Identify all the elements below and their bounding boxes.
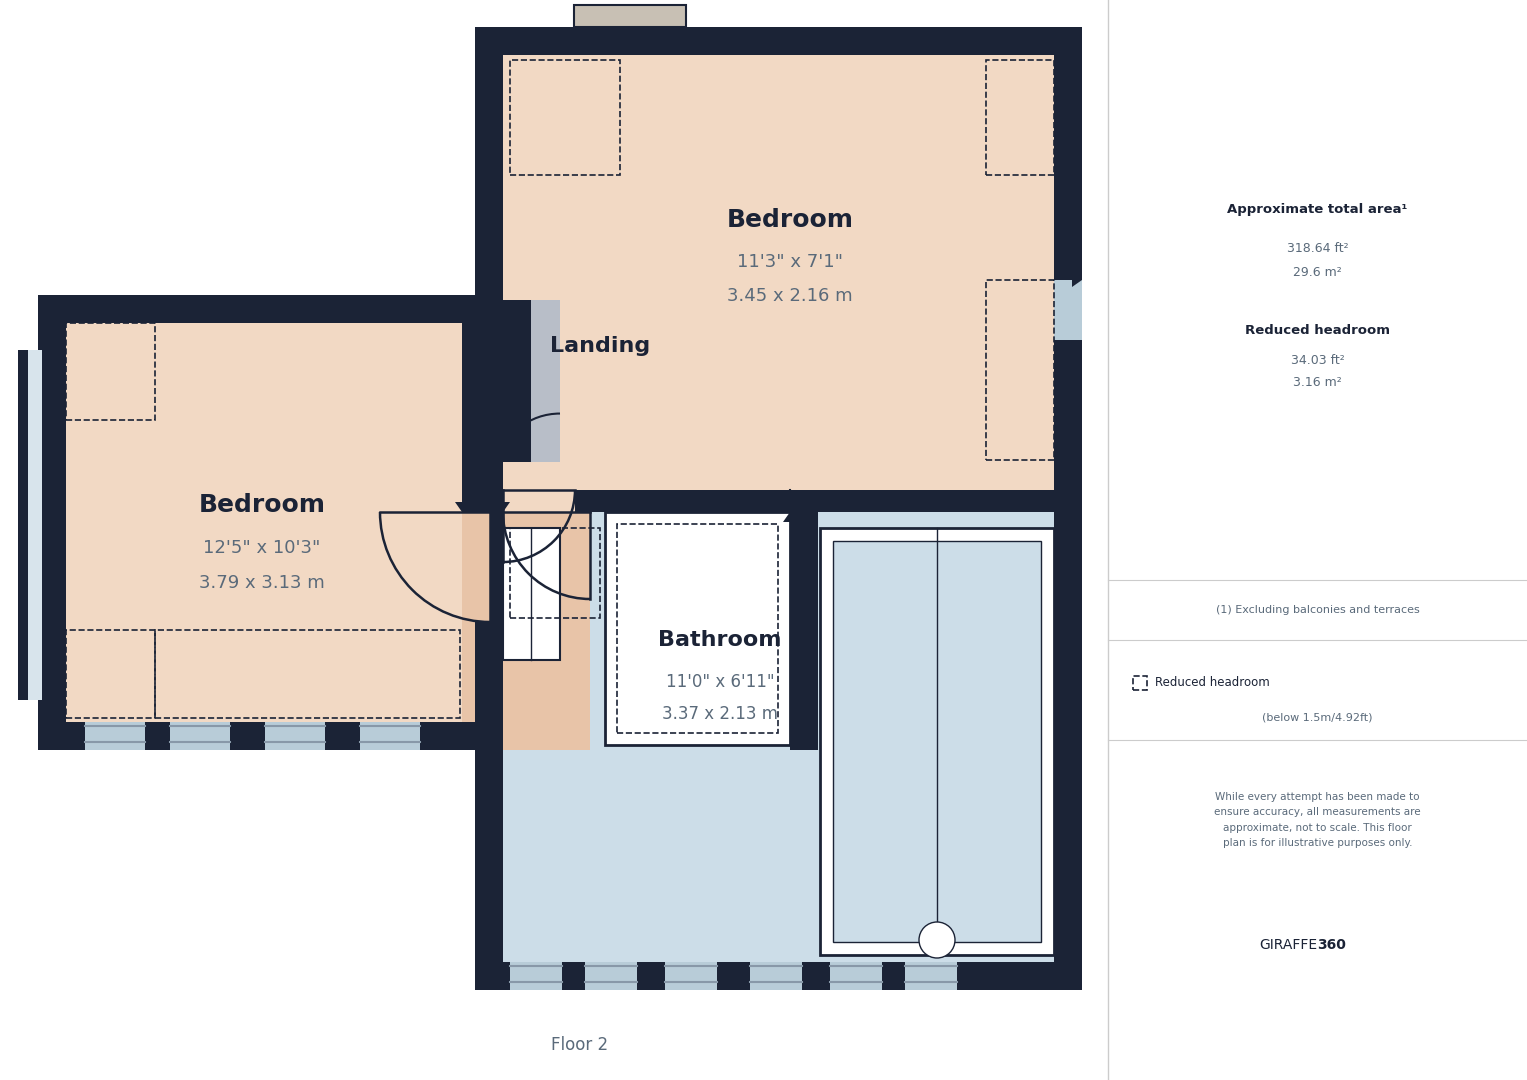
Bar (574, 5, 686, 27)
Polygon shape (238, 295, 252, 305)
Bar (502, 528, 560, 660)
Text: While every attempt has been made to
ensure accuracy, all measurements are
appro: While every attempt has been made to ens… (1214, 792, 1420, 849)
Bar (664, 962, 718, 990)
Bar (1133, 676, 1147, 690)
Bar (66, 630, 156, 718)
Bar (510, 962, 562, 990)
Text: 34.03 ft²: 34.03 ft² (1290, 353, 1344, 366)
Text: Bedroom: Bedroom (727, 208, 854, 232)
Bar (986, 280, 1054, 460)
Bar (986, 60, 1054, 175)
Bar (789, 490, 818, 750)
Bar (574, 5, 686, 27)
Text: 29.6 m²: 29.6 m² (1293, 266, 1342, 279)
Bar (617, 524, 777, 733)
Text: 3.79 x 3.13 m: 3.79 x 3.13 m (199, 573, 325, 592)
Text: Floor 2: Floor 2 (551, 1036, 609, 1054)
Bar (605, 512, 789, 745)
Bar (502, 490, 576, 512)
Text: Reduced headroom: Reduced headroom (1154, 676, 1270, 689)
Bar (789, 490, 1083, 512)
Bar (475, 512, 1083, 990)
Text: 11'0" x 6'11": 11'0" x 6'11" (666, 673, 774, 691)
Bar (475, 27, 1083, 490)
Bar (38, 295, 490, 750)
Bar (43, 350, 50, 700)
Bar (27, 350, 43, 700)
Text: (below 1.5m/4.92ft): (below 1.5m/4.92ft) (1263, 713, 1373, 723)
Text: (1) Excluding balconies and terraces: (1) Excluding balconies and terraces (1215, 605, 1420, 615)
Polygon shape (1072, 273, 1083, 287)
Bar (463, 512, 490, 622)
Text: Bathroom: Bathroom (658, 630, 782, 650)
Circle shape (919, 922, 954, 958)
Bar (502, 512, 589, 750)
Bar (906, 962, 957, 990)
Bar (831, 962, 883, 990)
Bar (18, 350, 27, 700)
Bar (502, 27, 582, 55)
Bar (820, 528, 1054, 955)
Bar (463, 295, 490, 490)
Bar (510, 60, 620, 175)
Bar (475, 27, 1083, 55)
Bar (1054, 27, 1083, 990)
Bar (266, 723, 325, 750)
Polygon shape (463, 490, 789, 750)
Text: 3.16 m²: 3.16 m² (1293, 377, 1342, 390)
Bar (475, 962, 1083, 990)
Bar (502, 300, 531, 462)
Text: Landing: Landing (550, 336, 651, 356)
Bar (38, 295, 490, 323)
Bar (156, 630, 460, 718)
Bar (463, 490, 490, 512)
Text: 11'3" x 7'1": 11'3" x 7'1" (738, 253, 843, 271)
Text: 318.64 ft²: 318.64 ft² (1287, 242, 1348, 255)
Text: Reduced headroom: Reduced headroom (1245, 324, 1390, 337)
Polygon shape (631, 27, 644, 37)
Bar (38, 723, 490, 750)
Text: 12'5" x 10'3": 12'5" x 10'3" (203, 539, 321, 557)
Text: 3.37 x 2.13 m: 3.37 x 2.13 m (663, 705, 777, 723)
Bar (502, 300, 560, 462)
Text: Approximate total area¹: Approximate total area¹ (1228, 203, 1408, 216)
Bar (678, 27, 1054, 55)
Text: Bedroom: Bedroom (199, 492, 325, 517)
Bar (475, 490, 789, 512)
Bar (66, 323, 156, 420)
Polygon shape (496, 502, 510, 512)
Text: 3.45 x 2.16 m: 3.45 x 2.16 m (727, 287, 852, 305)
Polygon shape (455, 502, 469, 512)
Bar (750, 962, 802, 990)
Bar (834, 541, 1041, 942)
Bar (1054, 280, 1083, 340)
Bar (86, 723, 145, 750)
Bar (475, 27, 502, 490)
Bar (585, 962, 637, 990)
Text: 360: 360 (1318, 939, 1347, 951)
Polygon shape (475, 494, 486, 508)
Bar (475, 512, 502, 990)
Bar (169, 723, 231, 750)
Bar (510, 528, 600, 618)
Bar (360, 723, 420, 750)
Text: GIRAFFE: GIRAFFE (1260, 939, 1318, 951)
Polygon shape (783, 512, 797, 522)
Bar (38, 295, 66, 750)
